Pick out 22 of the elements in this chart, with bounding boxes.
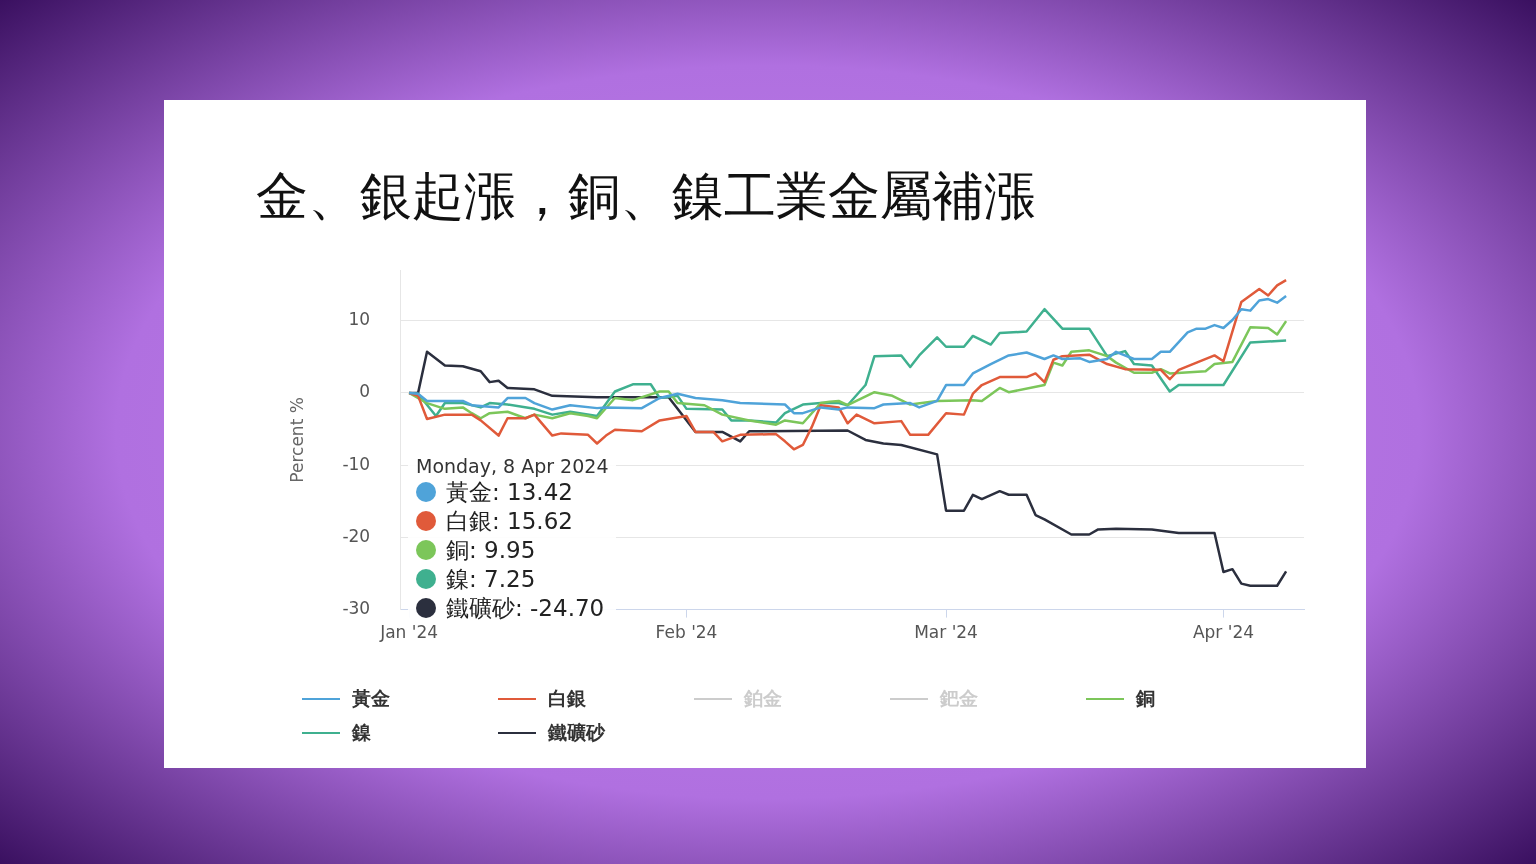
legend-label: 黃金: [352, 686, 390, 711]
y-tick-label: -20: [342, 525, 371, 546]
x-tick-label: Jan '24: [379, 622, 439, 643]
y-tick-label: 0: [359, 381, 371, 402]
legend-label: 白銀: [548, 686, 586, 711]
annotation: 鎳: 7.25: [446, 566, 536, 592]
annotation: 銅: 9.95: [446, 537, 536, 563]
legend-label: 鎳: [352, 720, 371, 745]
annotation: 鐵礦砂: -24.70: [446, 595, 605, 621]
annotation: Monday, 8 Apr 2024: [416, 454, 609, 478]
y-tick-label: 10: [348, 309, 371, 330]
x-tick-label: Feb '24: [655, 622, 718, 643]
y-tick-label: -30: [342, 598, 371, 619]
chart-title: 金、銀起漲，銅、鎳工業金屬補漲: [256, 165, 1036, 228]
y-axis-title: Percent %: [286, 397, 307, 483]
annotation: 白銀: 15.62: [446, 508, 573, 534]
legend-label: 銅: [1136, 686, 1155, 711]
annotation: 黃金: 13.42: [446, 479, 573, 505]
legend-label: 鐵礦砂: [548, 720, 605, 745]
y-tick-label: -10: [342, 453, 371, 474]
x-tick-label: Apr '24: [1192, 622, 1255, 643]
x-tick-label: Mar '24: [914, 622, 978, 643]
